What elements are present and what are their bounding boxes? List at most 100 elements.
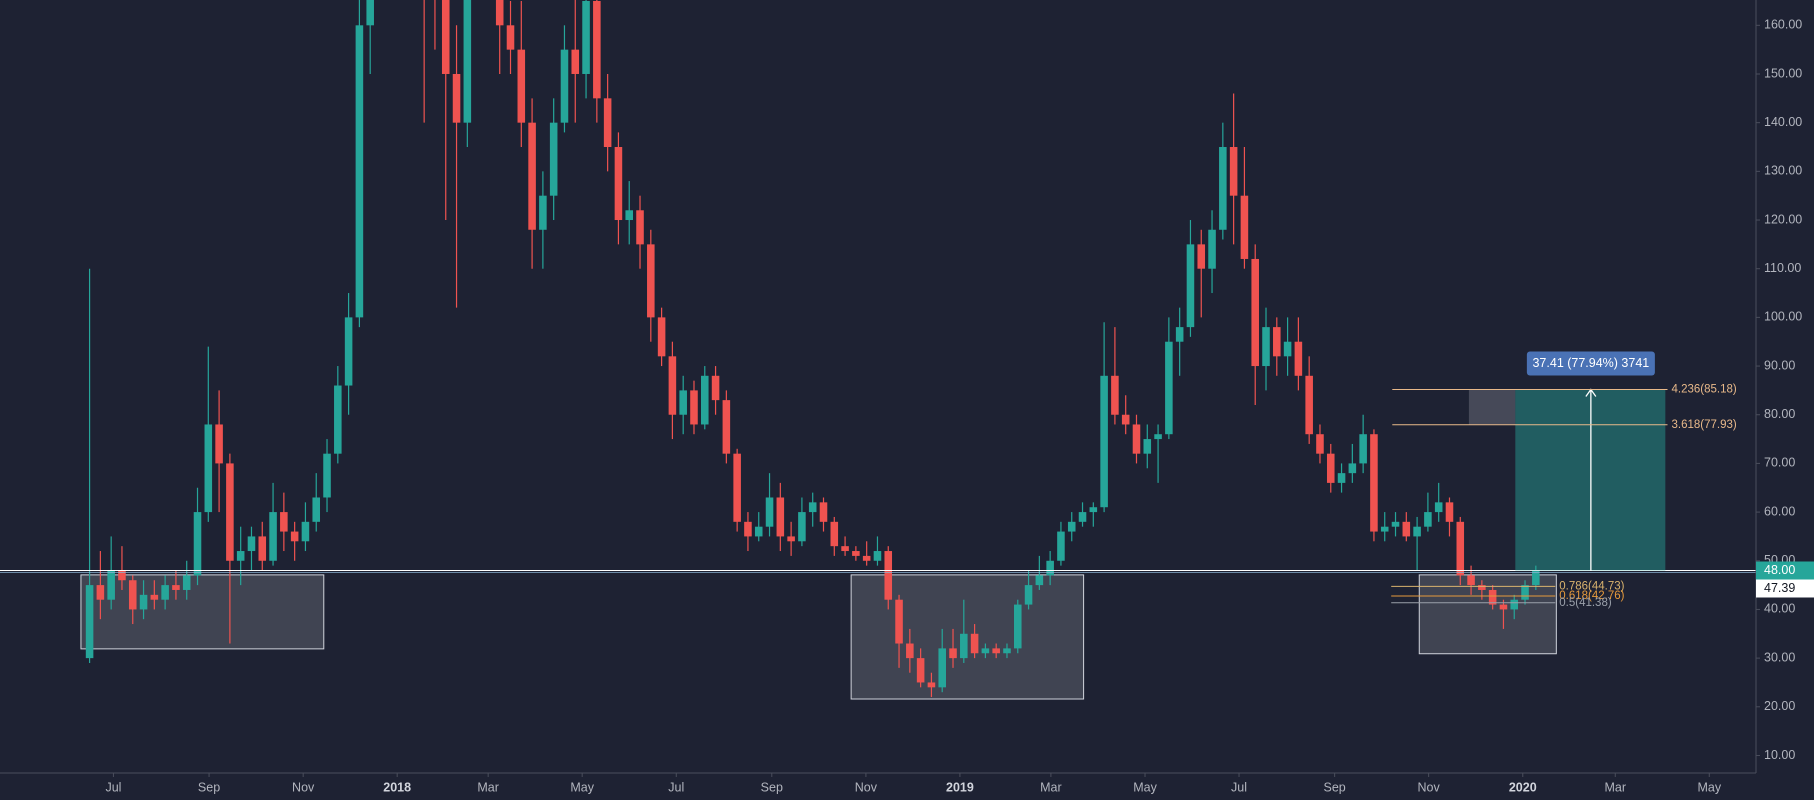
y-tick-label: 120.00 — [1764, 212, 1802, 226]
candle-body — [884, 551, 893, 600]
candle-body — [1445, 502, 1454, 522]
candle-body — [1186, 244, 1195, 328]
candle-body — [1478, 585, 1486, 590]
candle-body — [334, 385, 342, 454]
x-tick-label: Nov — [292, 780, 315, 794]
candle-body — [765, 497, 774, 527]
candle-body — [1229, 147, 1238, 196]
candle-body — [1057, 531, 1065, 561]
candle-body — [1337, 473, 1346, 483]
candle-body — [1348, 463, 1357, 474]
candle-body — [1121, 414, 1130, 425]
candle-body — [258, 536, 267, 561]
plot-area: 37.41 (77.94%) 3741 4.236(85.18) 3.618(77.… — [0, 0, 1756, 700]
candle-body — [711, 375, 720, 401]
candle-body — [528, 122, 536, 230]
candle-body — [118, 570, 126, 581]
y-tick-label: 160.00 — [1764, 18, 1802, 32]
y-tick-label: 60.00 — [1764, 504, 1795, 518]
candle-body — [1046, 560, 1054, 576]
candle-body — [593, 0, 601, 99]
x-tick-label: May — [1133, 780, 1157, 794]
candle-body — [830, 521, 839, 547]
y-tick-label: 80.00 — [1764, 407, 1795, 421]
y-tick-label: 10.00 — [1764, 748, 1795, 762]
y-tick-label: 40.00 — [1764, 602, 1795, 616]
candle-body — [182, 575, 191, 590]
price-label: 48.00 — [1764, 563, 1795, 577]
candle-body — [463, 0, 472, 123]
candle-body — [1294, 341, 1303, 376]
candle-body — [938, 648, 946, 688]
x-tick-label: Mar — [477, 780, 499, 794]
candle-body — [1391, 521, 1400, 527]
candle-body — [1089, 507, 1098, 513]
candle-body — [1143, 439, 1152, 454]
x-tick-label: Jul — [1231, 780, 1247, 794]
candle-body — [636, 210, 644, 245]
candle-body — [1024, 585, 1033, 605]
fib-label: 3.618(77.93) — [1671, 419, 1736, 431]
fib-label: 4.236(85.18) — [1671, 384, 1736, 396]
candle-body — [927, 682, 936, 688]
y-tick-label: 90.00 — [1764, 358, 1795, 372]
candle-body — [495, 0, 504, 26]
candle-body — [1402, 521, 1411, 537]
candle-body — [862, 555, 871, 561]
candle-body — [700, 375, 709, 425]
candle-body — [517, 49, 526, 123]
candle-body — [1424, 512, 1432, 527]
candle-body — [603, 98, 612, 148]
candle-body — [215, 424, 223, 464]
candle-body — [96, 585, 105, 600]
candle-body — [657, 317, 666, 357]
candle-body — [193, 512, 202, 576]
candle-body — [787, 536, 795, 542]
candle-body — [1154, 434, 1162, 440]
candle-body — [107, 570, 115, 600]
candle-body — [776, 497, 785, 537]
candle-body — [690, 390, 698, 425]
candle-body — [744, 521, 752, 537]
x-tick-label: May — [570, 780, 594, 794]
y-tick-label: 110.00 — [1764, 261, 1801, 275]
candle-body — [323, 453, 331, 498]
x-tick-label: Jul — [105, 780, 121, 794]
position-label: 37.41 (77.94%) 3741 — [1532, 356, 1649, 370]
candle-body — [1078, 512, 1087, 522]
candle-body — [1434, 502, 1443, 513]
candle-body — [312, 497, 321, 522]
candle-body — [150, 594, 159, 600]
candle-body — [1100, 375, 1108, 508]
y-tick-label: 70.00 — [1764, 456, 1795, 470]
candle-body — [355, 25, 364, 318]
candle-body — [1499, 604, 1508, 610]
y-tick-label: 130.00 — [1764, 164, 1802, 178]
y-tick-label: 30.00 — [1764, 650, 1795, 664]
y-tick-label: 100.00 — [1764, 310, 1802, 324]
y-tick-label: 150.00 — [1764, 66, 1802, 80]
candle-body — [1532, 570, 1540, 586]
candle-body — [1132, 424, 1141, 454]
x-tick-label: 2020 — [1509, 780, 1537, 794]
candle-body — [1521, 585, 1529, 600]
x-tick-label: Sep — [198, 780, 220, 794]
candle-body — [949, 648, 957, 659]
candle-body — [1273, 327, 1281, 357]
candle-body — [226, 463, 234, 561]
candle-body — [1370, 434, 1378, 532]
candle-body — [280, 512, 288, 532]
candle-body — [906, 643, 914, 659]
candle-body — [1251, 258, 1259, 367]
candle-body — [441, 0, 450, 74]
x-tick-label: Sep — [761, 780, 783, 794]
candle-body — [571, 49, 580, 74]
candle-body — [1456, 521, 1465, 576]
candle-body — [236, 551, 245, 561]
candle-body — [1510, 599, 1519, 610]
candle-body — [204, 424, 213, 513]
candle-body — [1305, 375, 1313, 435]
candle-body — [452, 73, 461, 123]
candle-body — [1283, 341, 1292, 357]
